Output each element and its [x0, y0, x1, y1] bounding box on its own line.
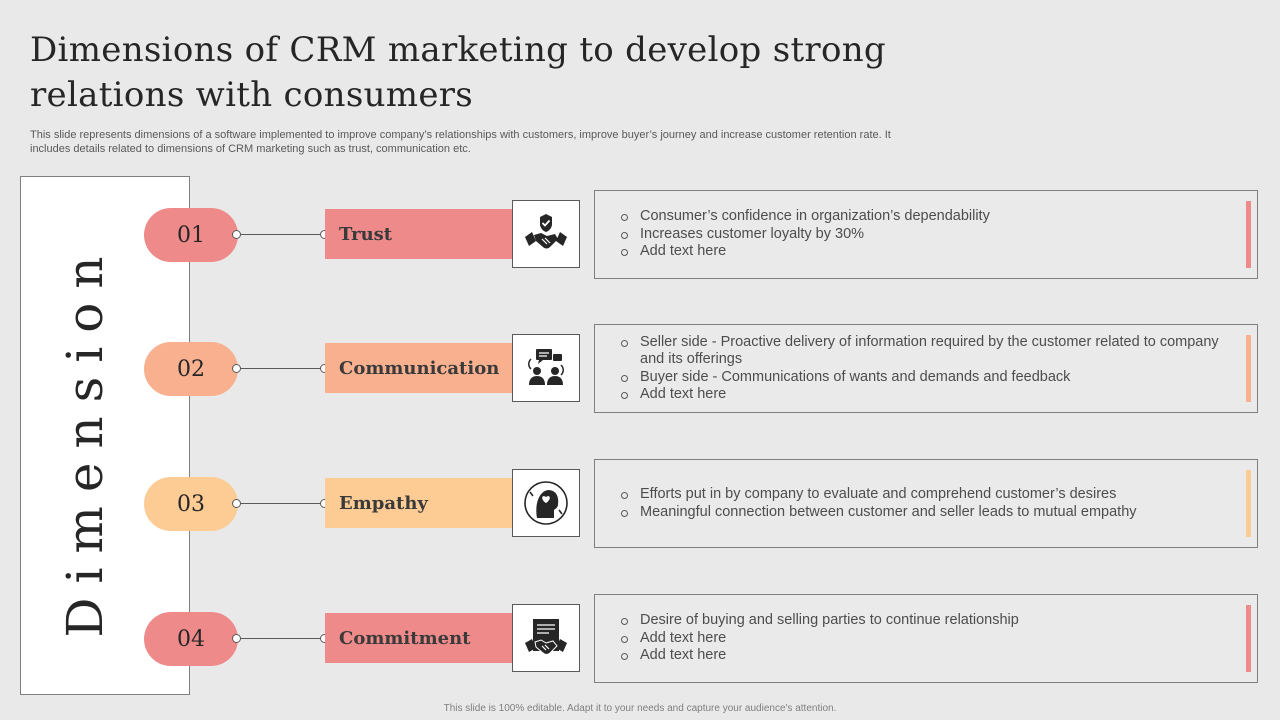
number-pill: 04	[144, 612, 238, 666]
connector-line	[237, 234, 325, 235]
dimension-panel	[20, 176, 190, 695]
info-box: Seller side - Proactive delivery of info…	[594, 324, 1258, 413]
bullet-list: Consumer’s confidence in organization’s …	[619, 208, 990, 261]
accent-stripe	[1246, 605, 1251, 672]
bullet-item: Add text here	[619, 647, 1019, 665]
handshake-shield-icon	[525, 214, 567, 249]
connector-dot	[232, 499, 241, 508]
accent-stripe	[1246, 470, 1251, 537]
bullet-item: Increases customer loyalty by 30%	[619, 226, 990, 244]
bullet-item: Efforts put in by company to evaluate an…	[619, 486, 1137, 504]
dimension-label-bar: Commitment	[325, 613, 512, 663]
people-communication-icon	[528, 349, 564, 385]
heart-head-icon	[524, 481, 568, 525]
number-pill: 01	[144, 208, 238, 262]
dimension-label-bar: Communication	[325, 343, 512, 393]
info-box: Efforts put in by company to evaluate an…	[594, 459, 1258, 548]
bullet-list: Efforts put in by company to evaluate an…	[619, 486, 1137, 521]
connector-line	[237, 638, 325, 639]
dimension-row-empathy: 03 Empathy Efforts put in by company to …	[0, 459, 1280, 549]
dimension-row-commitment: 04 Commitment Desire of buying and selli…	[0, 594, 1280, 684]
bullet-item: Add text here	[619, 386, 1229, 404]
accent-stripe	[1246, 335, 1251, 402]
footer-note: This slide is 100% editable. Adapt it to…	[443, 703, 837, 714]
bullet-item: Consumer’s confidence in organization’s …	[619, 208, 990, 226]
number-pill: 03	[144, 477, 238, 531]
bullet-item: Seller side - Proactive delivery of info…	[619, 334, 1229, 369]
page-subtitle: This slide represents dimensions of a so…	[30, 129, 891, 155]
dimension-row-communication: 02 Communication Seller side - Proactive…	[0, 324, 1280, 414]
dimension-label: Dimension	[56, 242, 114, 638]
connector-dot	[232, 230, 241, 239]
info-box: Consumer’s confidence in organization’s …	[594, 190, 1258, 279]
connector-dot	[232, 364, 241, 373]
dimension-row-trust: 01 Trust Consumer’s confidence in organi…	[0, 190, 1280, 280]
dimension-label-bar: Empathy	[325, 478, 512, 528]
bullet-item: Meaningful connection between customer a…	[619, 504, 1137, 522]
page-title: Dimensions of CRM marketing to develop s…	[30, 30, 886, 115]
dimension-label-bar: Trust	[325, 209, 512, 259]
bullet-item: Desire of buying and selling parties to …	[619, 612, 1019, 630]
bullet-list: Desire of buying and selling parties to …	[619, 612, 1019, 665]
number-pill: 02	[144, 342, 238, 396]
contract-handshake-icon	[525, 619, 567, 655]
bullet-list: Seller side - Proactive delivery of info…	[619, 334, 1229, 404]
connector-dot	[232, 634, 241, 643]
connector-line	[237, 368, 325, 369]
icon-frame	[512, 200, 580, 268]
info-box: Desire of buying and selling parties to …	[594, 594, 1258, 683]
icon-frame	[512, 604, 580, 672]
accent-stripe	[1246, 201, 1251, 268]
connector-line	[237, 503, 325, 504]
bullet-item: Add text here	[619, 243, 990, 261]
bullet-item: Add text here	[619, 630, 1019, 648]
icon-frame	[512, 469, 580, 537]
icon-frame	[512, 334, 580, 402]
bullet-item: Buyer side - Communications of wants and…	[619, 369, 1229, 387]
